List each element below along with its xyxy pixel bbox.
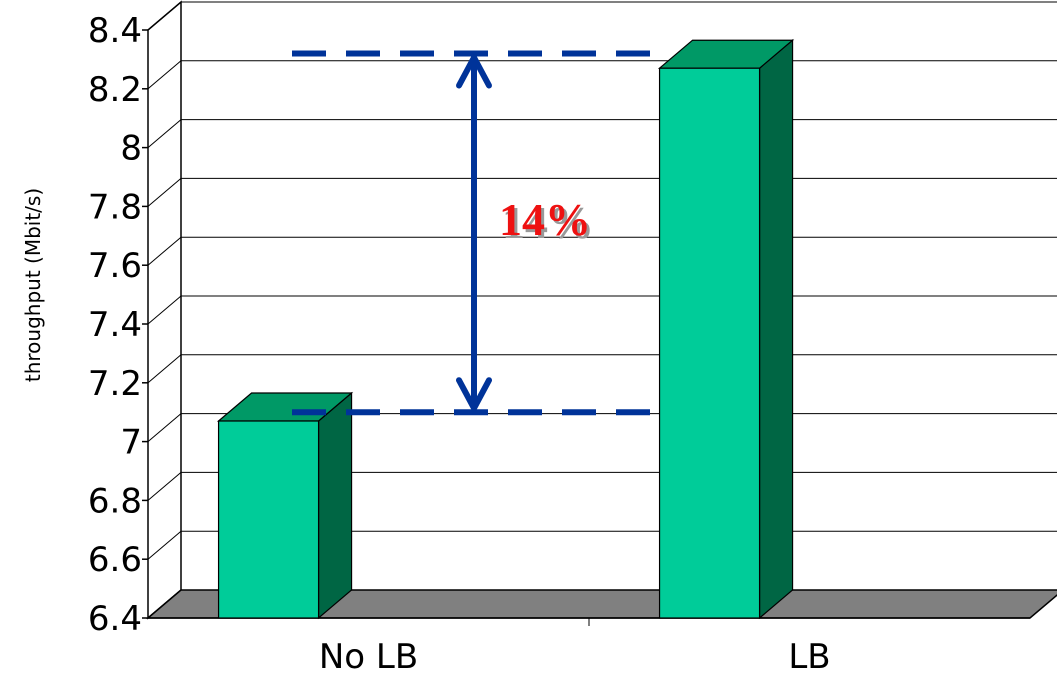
gridline-depth	[147, 354, 182, 384]
x-tick-label: No LB	[319, 637, 418, 673]
y-tick-label: 6.4	[88, 599, 142, 639]
arrow-head-up	[456, 54, 492, 89]
bars	[216, 38, 795, 620]
y-tick-label: 8.4	[88, 11, 142, 51]
y-tick-label: 7	[120, 423, 142, 463]
y-tick-label: 7.4	[88, 305, 142, 345]
y-tick-label: 6.8	[88, 481, 142, 521]
y-tick-label: 7.6	[88, 246, 142, 286]
x-axis-ticks: No LB LB	[319, 618, 831, 673]
bar-side	[317, 391, 353, 620]
y-axis-label: throughput (Mbit/s)	[21, 188, 45, 382]
y-tick-label: 6.6	[88, 540, 142, 580]
annotation-label-shadow: 14%	[502, 197, 594, 248]
x-tick-label: LB	[788, 637, 830, 673]
gridline-depth	[147, 530, 182, 560]
bar-lb	[657, 38, 795, 620]
gridline-depth	[147, 60, 182, 90]
gridline-depth	[147, 1, 182, 31]
y-axis-ticks: 6.4 6.6 6.8 7 7.2 7.4 7.6 7.8 8 8.2 8.4	[88, 11, 148, 639]
y-tick-label: 8	[120, 129, 142, 169]
y-tick-label: 7.2	[88, 364, 142, 404]
gridline-depth	[147, 178, 182, 207]
bar	[658, 67, 761, 619]
gridline-depth	[147, 119, 182, 148]
gridline-depth	[147, 472, 182, 501]
gridlines	[147, 1, 1057, 560]
difference-annotation: 14%14%	[292, 50, 656, 416]
gridline-depth	[147, 295, 182, 325]
gridline-depth	[147, 413, 182, 442]
gridline-depth	[147, 236, 182, 266]
y-tick-label: 8.2	[88, 70, 142, 110]
bar-side	[758, 38, 794, 620]
bar	[217, 420, 320, 619]
annotation-label: 14%	[499, 194, 591, 245]
bar-no-lb	[216, 391, 354, 620]
y-tick-label: 7.8	[88, 187, 142, 227]
arrow-head-down	[456, 377, 492, 412]
